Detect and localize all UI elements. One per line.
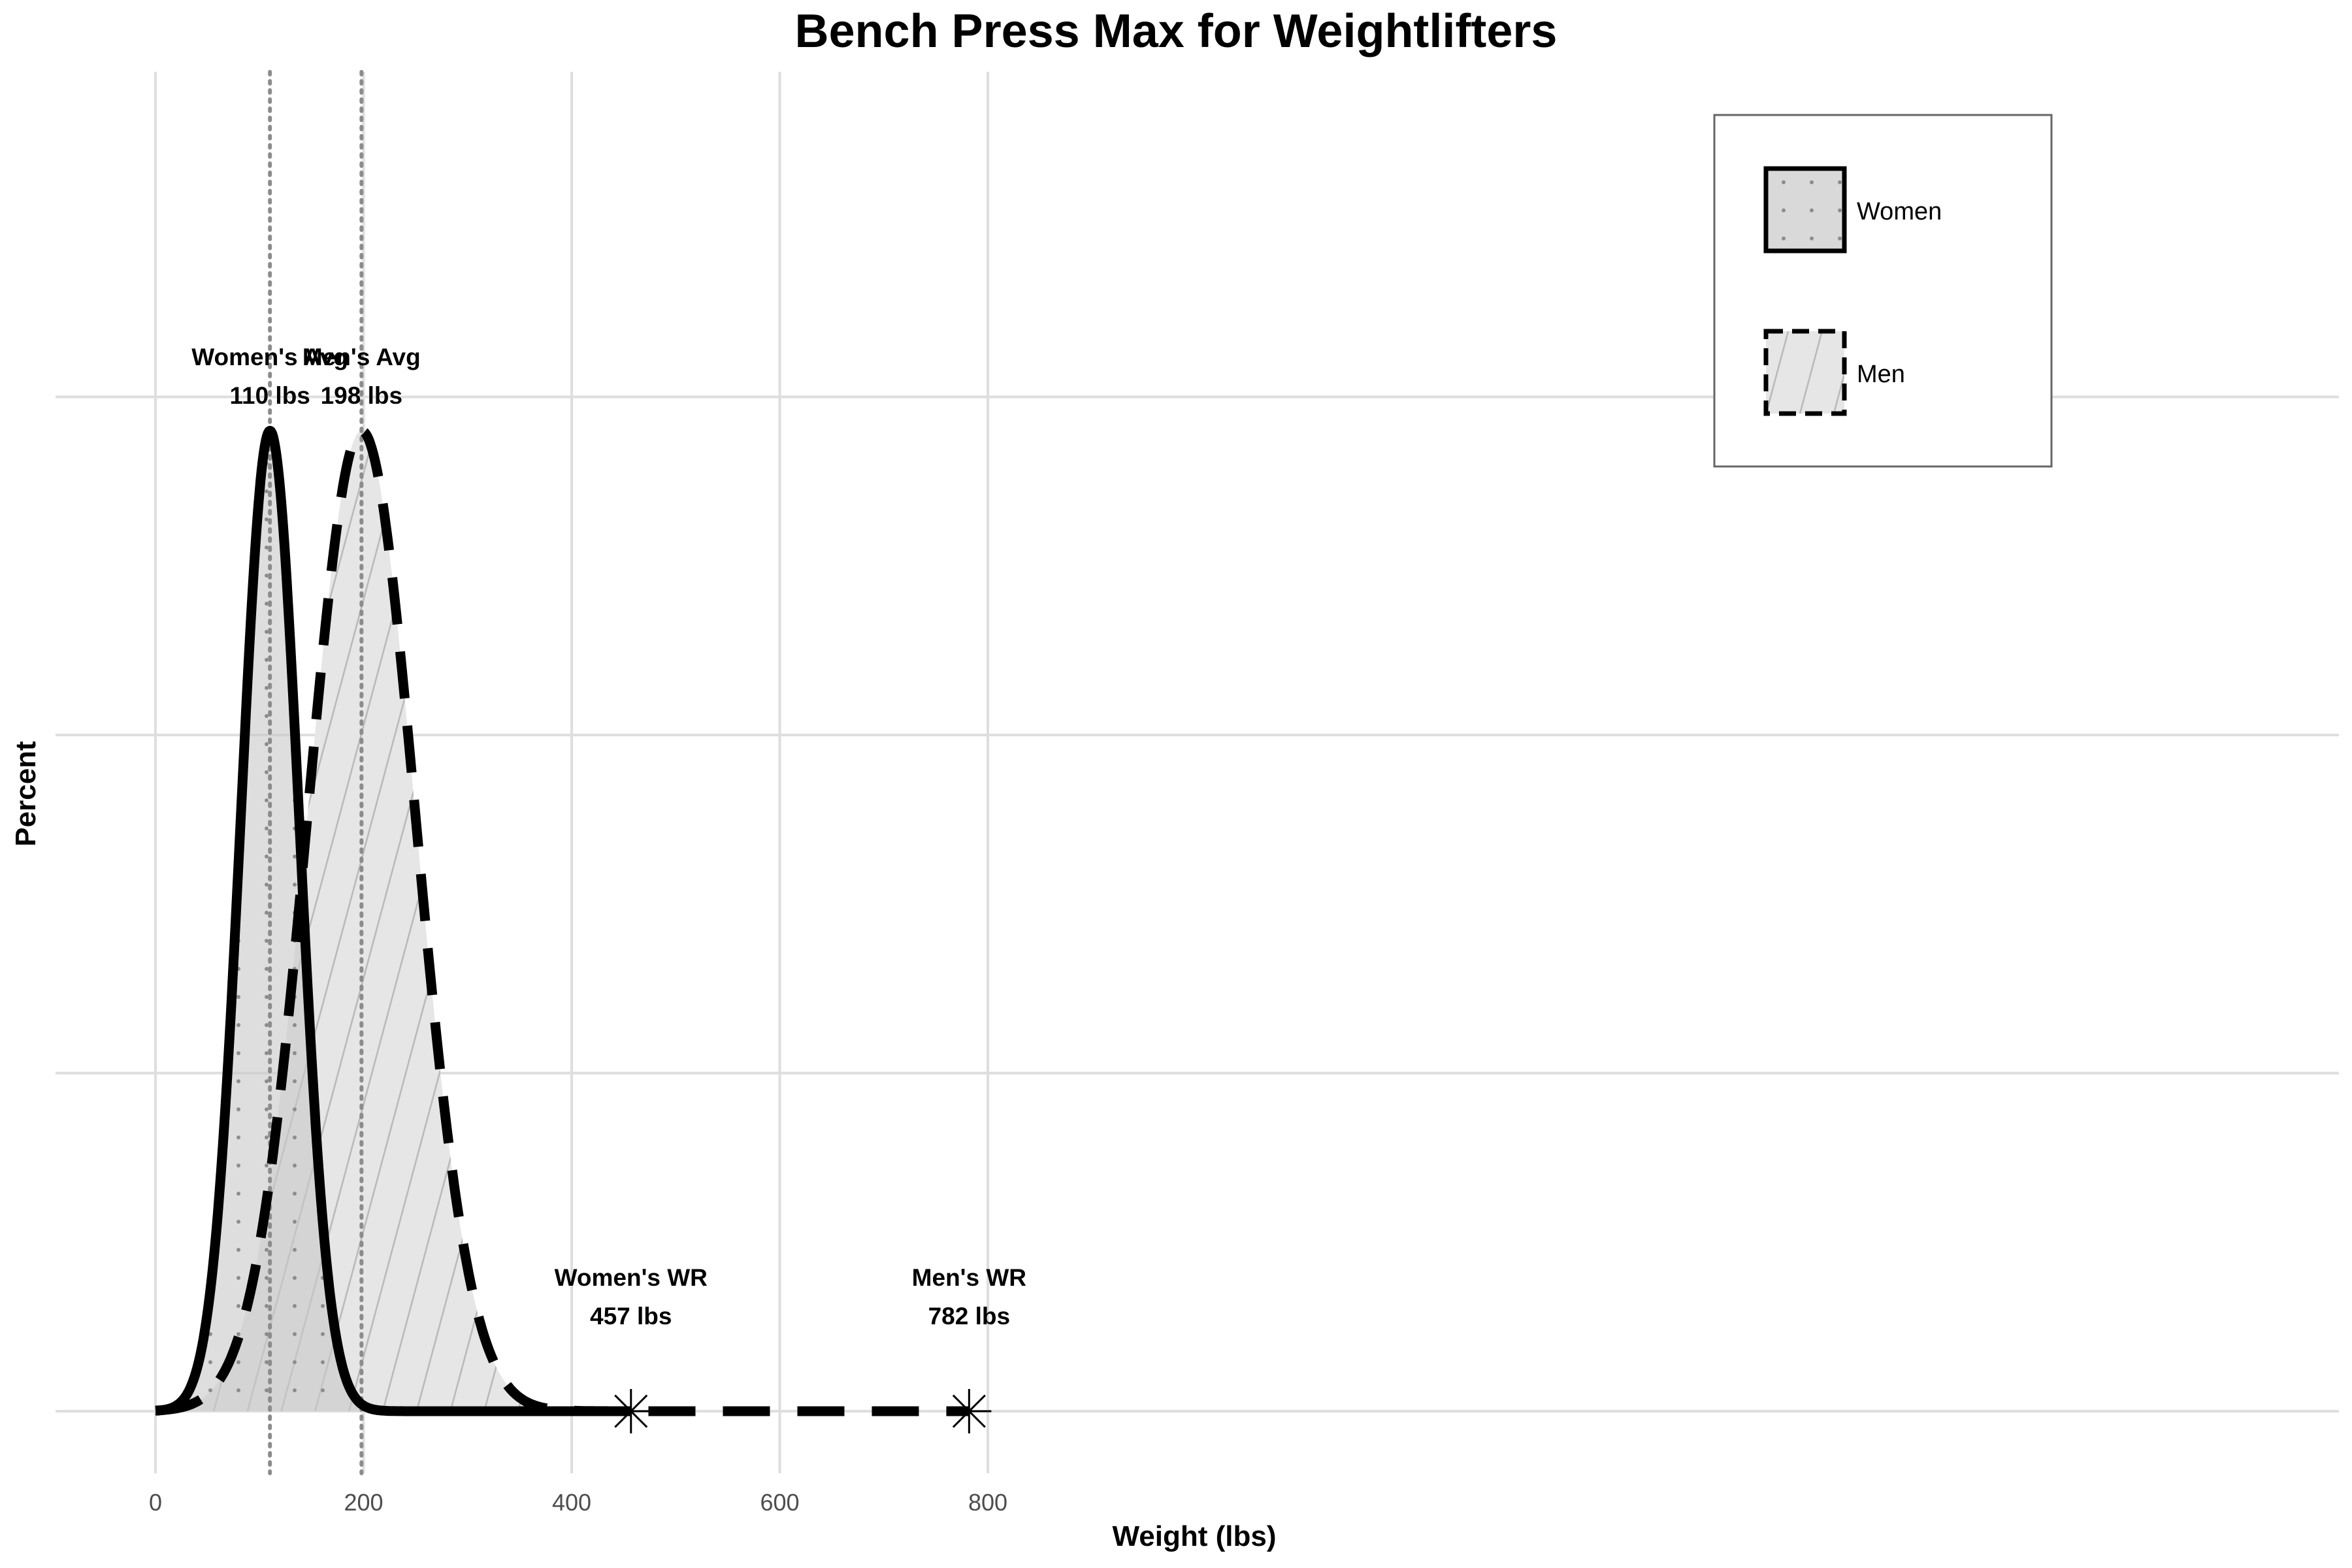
- legend-item-women: Women: [1763, 166, 1942, 253]
- world-record-markers: [608, 1389, 992, 1433]
- legend-item-men: Men: [1763, 329, 1905, 416]
- asterisk-stroke-3: [614, 1394, 648, 1428]
- wr-label-title-1: Men's WR: [912, 1264, 1026, 1291]
- x-tick-label-2: 400: [552, 1489, 591, 1516]
- men-density-curve: [155, 425, 970, 1416]
- avg-label-title-0: Women's Avg: [191, 344, 348, 370]
- y-axis-title: Percent: [10, 741, 42, 847]
- men-area-pattern: [155, 431, 551, 1411]
- legend-key-men-pattern: [1766, 331, 1844, 414]
- wr-label-value-1: 782 lbs: [928, 1303, 1010, 1330]
- x-tick-label-3: 600: [760, 1489, 799, 1516]
- world-record-marker-0: [608, 1389, 653, 1433]
- x-axis-ticks: 0 200 400 600 800: [149, 1489, 1007, 1516]
- x-axis-title: Weight (lbs): [1113, 1520, 1277, 1552]
- legend-key-men-border: [1763, 329, 1847, 416]
- world-record-marker-1: [947, 1389, 992, 1433]
- annotation-labels: Women's Avg 110 lbs Men's Avg 198 lbs Women'…: [191, 344, 1026, 1330]
- legend-label-women: Women: [1857, 198, 1942, 225]
- legend: Women Men: [1713, 114, 2053, 468]
- avg-label-value-1: 198 lbs: [321, 382, 402, 409]
- asterisk-stroke-3: [952, 1394, 986, 1428]
- wr-label-title-0: Women's WR: [555, 1264, 708, 1291]
- chart-title: Bench Press Max for Weightlifters: [795, 5, 1558, 57]
- x-tick-label-4: 800: [968, 1489, 1007, 1516]
- avg-label-value-0: 110 lbs: [229, 382, 310, 409]
- x-tick-label-1: 200: [344, 1489, 383, 1516]
- wr-label-value-0: 457 lbs: [590, 1303, 672, 1330]
- legend-key-women-pattern: [1766, 169, 1844, 251]
- density-curves: [152, 425, 970, 1416]
- x-tick-label-0: 0: [149, 1489, 162, 1516]
- legend-label-men: Men: [1857, 361, 1905, 388]
- avg-label-title-1: Men's Avg: [302, 344, 421, 370]
- legend-key-women-border: [1763, 166, 1847, 253]
- women-density-curve: [152, 425, 635, 1416]
